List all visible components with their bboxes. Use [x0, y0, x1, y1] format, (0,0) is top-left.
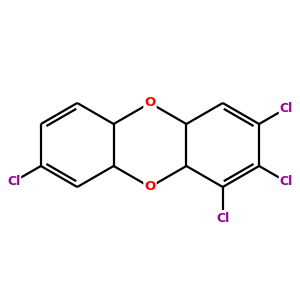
Text: O: O: [144, 181, 156, 194]
Text: Cl: Cl: [216, 212, 230, 225]
Text: Cl: Cl: [279, 175, 293, 188]
Text: Cl: Cl: [7, 175, 21, 188]
Text: O: O: [144, 97, 156, 110]
Text: Cl: Cl: [279, 102, 293, 115]
